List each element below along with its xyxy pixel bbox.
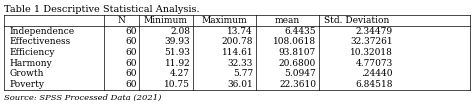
Text: 10.75: 10.75 bbox=[164, 80, 190, 89]
Text: 2.08: 2.08 bbox=[170, 26, 190, 36]
Text: Effectiveness: Effectiveness bbox=[9, 37, 71, 46]
Text: 60: 60 bbox=[125, 48, 137, 57]
Text: 2.34479: 2.34479 bbox=[356, 26, 393, 36]
Text: Harmony: Harmony bbox=[9, 59, 52, 68]
Text: 4.27: 4.27 bbox=[170, 69, 190, 78]
Text: Poverty: Poverty bbox=[9, 80, 45, 89]
Text: 22.3610: 22.3610 bbox=[279, 80, 316, 89]
Text: mean: mean bbox=[274, 16, 300, 25]
Text: 13.74: 13.74 bbox=[228, 26, 253, 36]
Text: 6.4435: 6.4435 bbox=[284, 26, 316, 36]
Text: Std. Deviation: Std. Deviation bbox=[324, 16, 390, 25]
Text: 200.78: 200.78 bbox=[222, 37, 253, 46]
Text: 5.0947: 5.0947 bbox=[284, 69, 316, 78]
Text: Maximum: Maximum bbox=[201, 16, 247, 25]
Text: 60: 60 bbox=[125, 59, 137, 68]
Text: 32.33: 32.33 bbox=[228, 59, 253, 68]
Text: 60: 60 bbox=[125, 69, 137, 78]
Text: 108.0618: 108.0618 bbox=[273, 37, 316, 46]
Text: 5.77: 5.77 bbox=[233, 69, 253, 78]
Text: 10.32018: 10.32018 bbox=[350, 48, 393, 57]
Text: 20.6800: 20.6800 bbox=[279, 59, 316, 68]
Text: Efficiency: Efficiency bbox=[9, 48, 55, 57]
Text: 39.93: 39.93 bbox=[164, 37, 190, 46]
Text: 11.92: 11.92 bbox=[164, 59, 190, 68]
Text: 114.61: 114.61 bbox=[221, 48, 253, 57]
Text: 60: 60 bbox=[125, 80, 137, 89]
Text: 93.8107: 93.8107 bbox=[279, 48, 316, 57]
Text: Table 1 Descriptive Statistical Analysis.: Table 1 Descriptive Statistical Analysis… bbox=[4, 5, 200, 14]
Text: Minimum: Minimum bbox=[144, 16, 188, 25]
Text: Growth: Growth bbox=[9, 69, 44, 78]
Text: Independence: Independence bbox=[9, 26, 74, 36]
Text: 4.77073: 4.77073 bbox=[356, 59, 393, 68]
Text: 6.84518: 6.84518 bbox=[356, 80, 393, 89]
Text: 60: 60 bbox=[125, 26, 137, 36]
Text: 36.01: 36.01 bbox=[228, 80, 253, 89]
Text: Source: SPSS Processed Data (2021): Source: SPSS Processed Data (2021) bbox=[4, 93, 161, 101]
Text: .24440: .24440 bbox=[362, 69, 393, 78]
Text: 51.93: 51.93 bbox=[164, 48, 190, 57]
Text: 32.37261: 32.37261 bbox=[350, 37, 393, 46]
Text: 60: 60 bbox=[125, 37, 137, 46]
Text: N: N bbox=[118, 16, 126, 25]
